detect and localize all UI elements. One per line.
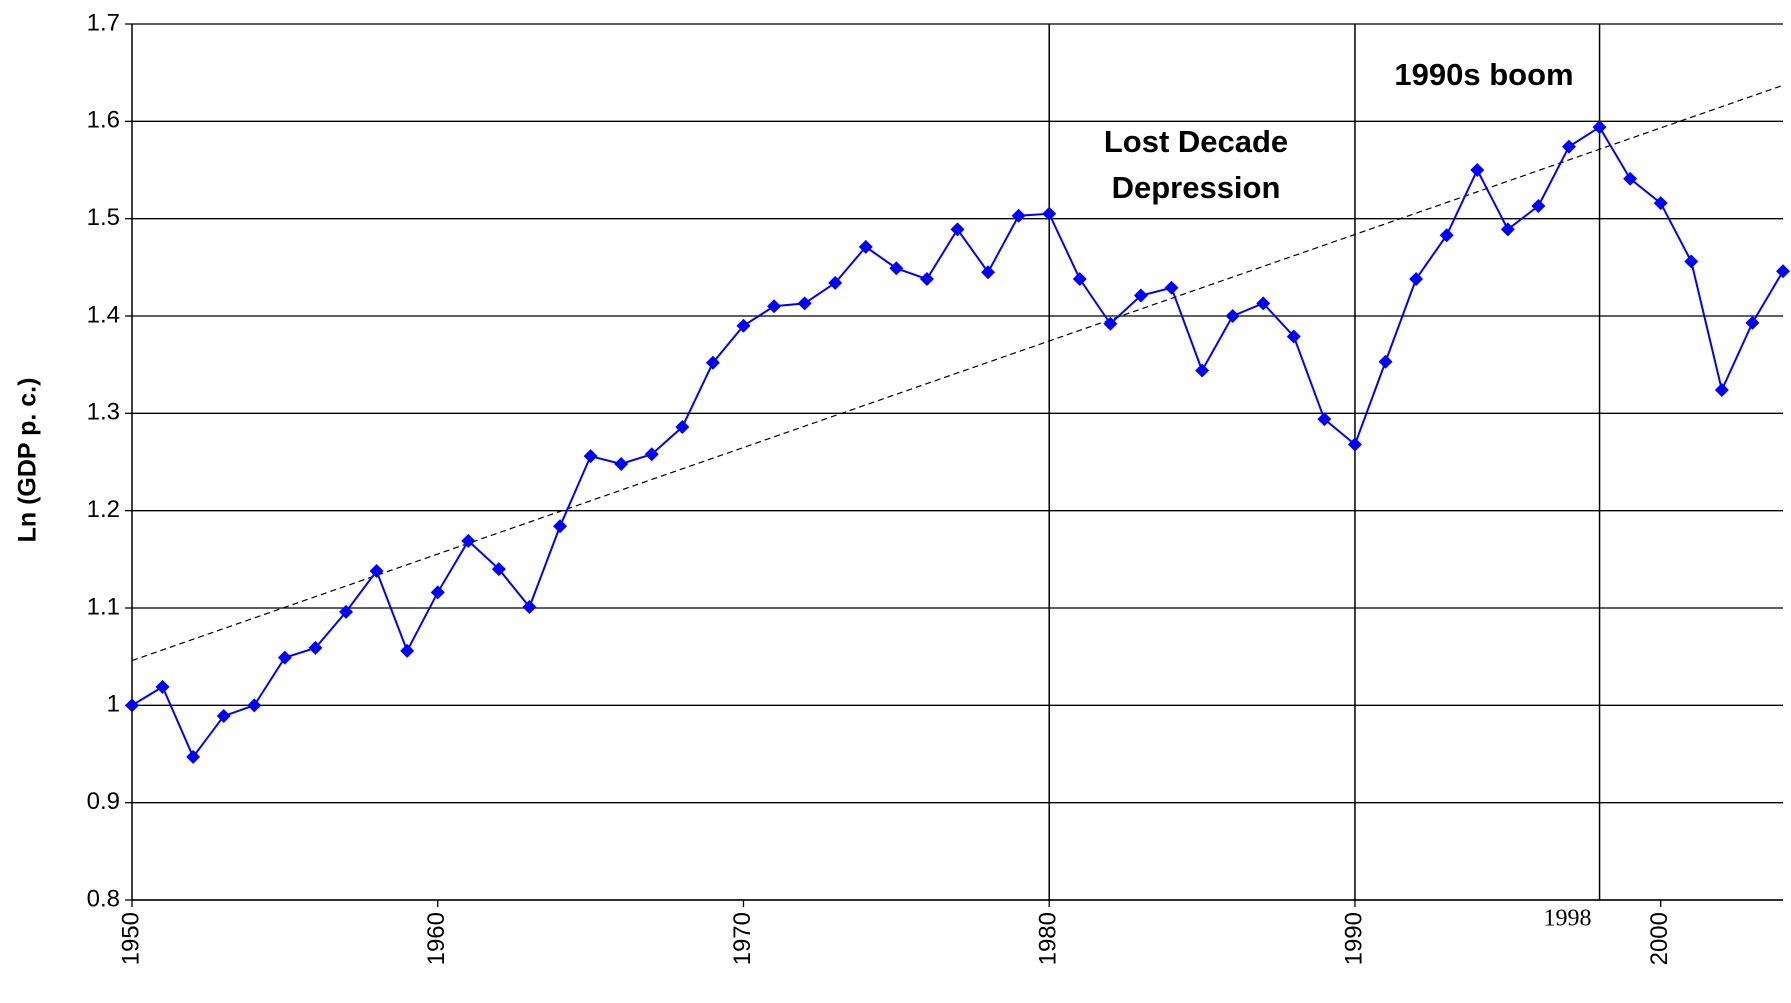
data-point — [247, 698, 262, 713]
data-point — [1317, 412, 1332, 427]
data-point — [1256, 296, 1271, 311]
data-point — [1592, 120, 1607, 135]
data-point — [1409, 272, 1424, 287]
y-tick-label: 1.6 — [87, 107, 120, 134]
data-point — [339, 604, 354, 619]
y-axis-label: Ln (GDP p. c.) — [14, 378, 42, 543]
x-tick-label: 1990 — [1340, 912, 1367, 965]
data-point — [1439, 228, 1454, 243]
event-label: 1998 — [1544, 906, 1592, 932]
data-point — [400, 643, 415, 658]
annotation: Lost Decade — [1104, 124, 1288, 159]
y-tick-label: 1.5 — [87, 204, 120, 231]
data-point — [583, 449, 598, 464]
data-point — [553, 519, 568, 534]
data-point — [1103, 316, 1118, 331]
x-tick-label: 2000 — [1646, 912, 1673, 965]
data-point — [1347, 437, 1362, 452]
data-point — [216, 709, 231, 724]
data-point — [1286, 329, 1301, 344]
x-tick-label: 1970 — [729, 912, 756, 965]
data-point — [767, 299, 782, 314]
annotation: Depression — [1112, 170, 1281, 205]
data-point — [858, 239, 873, 254]
data-point — [828, 275, 843, 290]
data-point — [1225, 309, 1240, 323]
y-tick-label: 0.8 — [87, 885, 120, 912]
data-point — [522, 600, 537, 615]
data-point — [1714, 382, 1729, 397]
x-tick-label: 1960 — [423, 912, 450, 965]
y-tick-label: 1 — [107, 691, 120, 718]
y-tick-label: 1.4 — [87, 301, 120, 328]
data-point — [1042, 206, 1057, 221]
data-point — [1623, 171, 1638, 186]
annotation: 1990s boom — [1394, 57, 1573, 92]
data-point — [369, 564, 384, 579]
data-point — [308, 640, 323, 655]
data-point — [675, 419, 690, 434]
data-point — [1684, 254, 1699, 269]
y-tick-label: 1.2 — [87, 496, 120, 523]
trend-line — [131, 84, 1784, 662]
data-point — [889, 261, 904, 276]
data-point — [644, 447, 659, 462]
data-point — [1164, 280, 1179, 295]
data-point — [981, 265, 996, 280]
data-point — [919, 272, 934, 287]
data-point — [614, 456, 629, 471]
data-point — [1195, 363, 1210, 378]
data-point — [705, 355, 720, 370]
data-point — [125, 698, 139, 713]
data-point — [277, 650, 292, 665]
data-point — [1378, 354, 1393, 369]
data-point — [1561, 139, 1576, 154]
data-point — [1470, 163, 1485, 177]
data-point — [1653, 196, 1668, 211]
data-point — [1500, 222, 1515, 237]
y-tick-label: 1.1 — [87, 593, 120, 620]
data-point — [1133, 288, 1148, 303]
data-point — [1776, 264, 1790, 279]
data-point — [1072, 272, 1087, 287]
data-point — [1745, 315, 1760, 330]
data-point — [461, 533, 476, 548]
data-point — [491, 562, 506, 577]
data-point — [155, 679, 170, 694]
data-point — [1011, 208, 1026, 223]
y-tick-label: 1.7 — [87, 9, 120, 36]
data-point — [186, 749, 201, 764]
data-point — [430, 585, 445, 600]
x-tick-label: 1950 — [117, 912, 144, 965]
data-point — [797, 296, 812, 311]
y-tick-label: 1.3 — [87, 399, 120, 426]
data-point — [950, 222, 965, 237]
data-line — [131, 125, 1784, 759]
x-tick-label: 1980 — [1035, 912, 1062, 965]
data-point — [736, 318, 751, 333]
data-point — [1531, 199, 1546, 214]
y-tick-label: 0.9 — [87, 788, 120, 815]
